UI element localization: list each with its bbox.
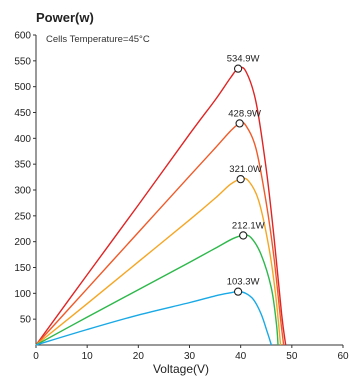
temperature-annotation: Cells Temperature=45°C [46, 34, 150, 45]
y-tick-label: 350 [14, 160, 31, 171]
x-tick-label: 40 [235, 351, 247, 362]
y-tick-label: 100 [14, 289, 31, 300]
peak-label-5: 103.3W [227, 277, 260, 288]
y-tick-label: 200 [14, 237, 31, 248]
x-tick-label: 0 [33, 351, 39, 362]
y-tick-label: 450 [14, 108, 31, 119]
y-tick-label: 400 [14, 134, 31, 145]
y-tick-label: 50 [20, 315, 32, 326]
x-tick-label: 60 [337, 351, 349, 362]
data-labels-group: 534.9W 428.9W 321.0W 212.1W 103.3W [227, 54, 265, 296]
x-axis-label: Voltage(V) [153, 362, 209, 376]
x-tick-label: 50 [286, 351, 298, 362]
y-tick-label: 150 [14, 263, 31, 274]
x-tick-label: 10 [82, 351, 94, 362]
peak-label-2: 428.9W [228, 108, 261, 119]
peak-marker-3 [236, 174, 245, 184]
peak-label-4: 212.1W [232, 220, 265, 231]
peak-marker-4 [239, 231, 248, 240]
chart-title: Power(w) [36, 10, 94, 25]
y-tick-label: 500 [14, 82, 31, 93]
x-tick-label: 20 [133, 351, 145, 362]
y-tick-label: 250 [14, 211, 31, 222]
y-tick-label: 300 [14, 186, 31, 197]
series-line-3 [35, 177, 282, 346]
y-tick-label: 550 [14, 56, 31, 67]
peak-label-1: 534.9W [227, 54, 260, 65]
y-tick-label: 600 [14, 31, 31, 42]
peak-marker-5 [233, 287, 243, 296]
peak-marker-2 [235, 119, 244, 128]
series-line-4 [35, 234, 279, 346]
axes-group: 50 100 150 200 250 300 350 400 450 500 550 600 0 10 20… [14, 31, 349, 363]
x-tick-label: 30 [184, 351, 196, 362]
peak-marker-1 [233, 64, 243, 73]
peak-label-3: 321.0W [229, 164, 262, 175]
